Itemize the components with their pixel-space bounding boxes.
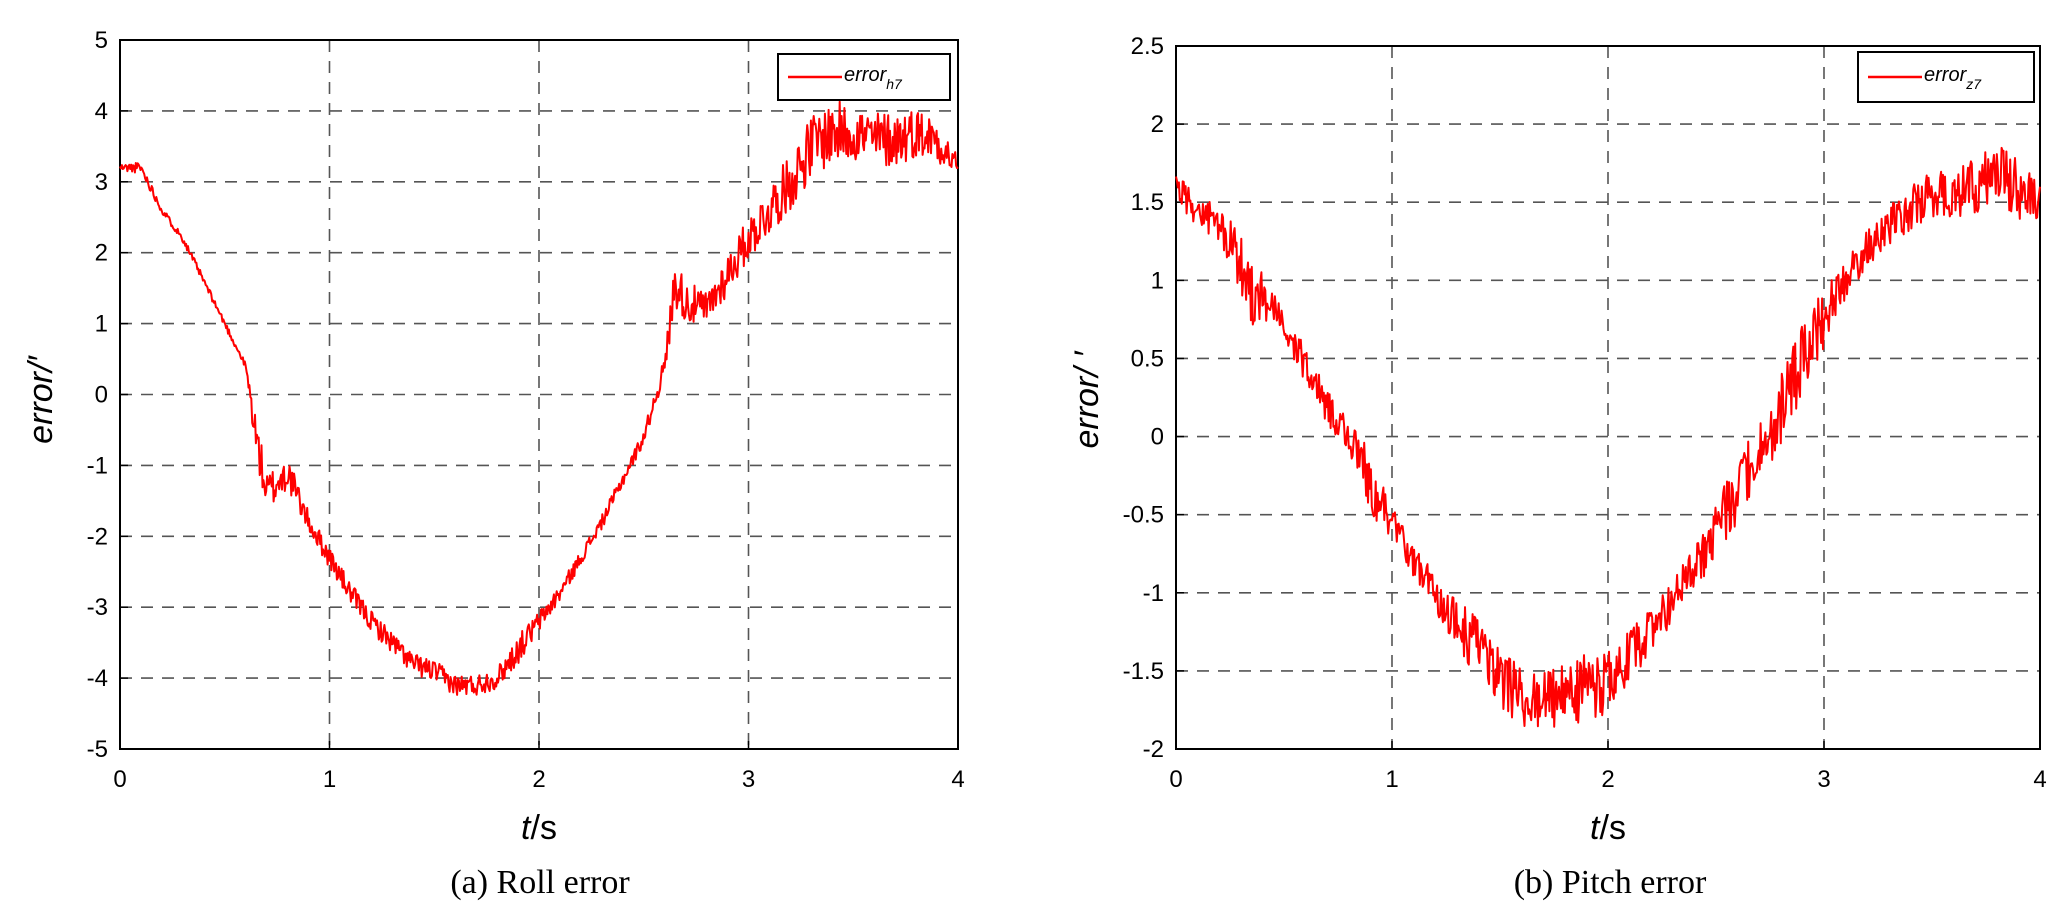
y-tick-label: 0 <box>95 382 108 409</box>
x-tick-label: 1 <box>1385 766 1398 793</box>
x-axis-label: t/s <box>521 809 557 847</box>
y-tick-label: 1.5 <box>1131 189 1164 216</box>
x-tick-label: 1 <box>323 766 336 793</box>
y-tick-label: -3 <box>87 594 108 621</box>
y-tick-label: 2.5 <box>1131 33 1164 60</box>
x-tick-label: 2 <box>532 766 545 793</box>
y-tick-label: 3 <box>95 169 108 196</box>
y-tick-label: 2 <box>1151 111 1164 138</box>
x-tick-label: 3 <box>1817 766 1830 793</box>
x-tick-label: 3 <box>742 766 755 793</box>
series-line-0 <box>119 100 959 696</box>
y-tick-label: 1 <box>95 311 108 338</box>
y-tick-label: 1 <box>1151 267 1164 294</box>
y-tick-label: -0.5 <box>1123 502 1164 529</box>
legend: errorz7 <box>1857 51 2035 103</box>
y-tick-label: 0 <box>1151 424 1164 451</box>
legend-label-sub: z7 <box>1965 76 1982 92</box>
x-axis-label-unit: /s <box>531 809 557 847</box>
legend-label-main: error <box>1924 64 1968 86</box>
legend-label-main: error <box>844 64 888 86</box>
series-line-0 <box>1175 146 2041 728</box>
y-tick-label: 0.5 <box>1131 345 1164 372</box>
chart-panel-0: 0 1 2 3 4 -5 -4 -3 -2 -1 0 1 2 3 4 5 error/′ t/s (a) Roll … <box>22 27 965 901</box>
x-axis-label-var: t <box>521 809 532 847</box>
x-axis-label: t/s <box>1590 809 1626 847</box>
y-tick-label: -1 <box>87 452 108 479</box>
chart-caption: (a) Roll error <box>450 864 630 901</box>
x-axis-label-var: t <box>1590 809 1601 847</box>
x-tick-label: 2 <box>1601 766 1614 793</box>
x-axis-label-unit: /s <box>1600 809 1626 847</box>
y-tick-label: 2 <box>95 240 108 267</box>
chart-panel-1: 0 1 2 3 4 -2 -1.5 -1 -0.5 0 0.5 1 1.5 2 2.5 error/ ′ t/s… <box>1068 33 2047 901</box>
x-tick-label: 4 <box>951 766 964 793</box>
y-tick-label: -2 <box>1143 736 1164 763</box>
y-tick-label: -1.5 <box>1123 658 1164 685</box>
y-axis-label: error/′ <box>22 355 60 444</box>
y-tick-label: 4 <box>95 98 108 125</box>
x-tick-label: 0 <box>1169 766 1182 793</box>
y-tick-label: -4 <box>87 665 108 692</box>
y-axis-label: error/ ′ <box>1068 350 1106 449</box>
chart-caption: (b) Pitch error <box>1514 864 1707 901</box>
x-tick-label: 4 <box>2033 766 2046 793</box>
y-tick-label: 5 <box>95 27 108 54</box>
legend-label: errorh7 <box>844 64 903 92</box>
y-tick-label: -1 <box>1143 580 1164 607</box>
legend-label: errorz7 <box>1924 64 1982 92</box>
y-tick-label: -5 <box>87 736 108 763</box>
x-tick-label: 0 <box>113 766 126 793</box>
legend: errorh7 <box>777 53 951 101</box>
legend-label-sub: h7 <box>886 76 903 92</box>
y-tick-label: -2 <box>87 523 108 550</box>
